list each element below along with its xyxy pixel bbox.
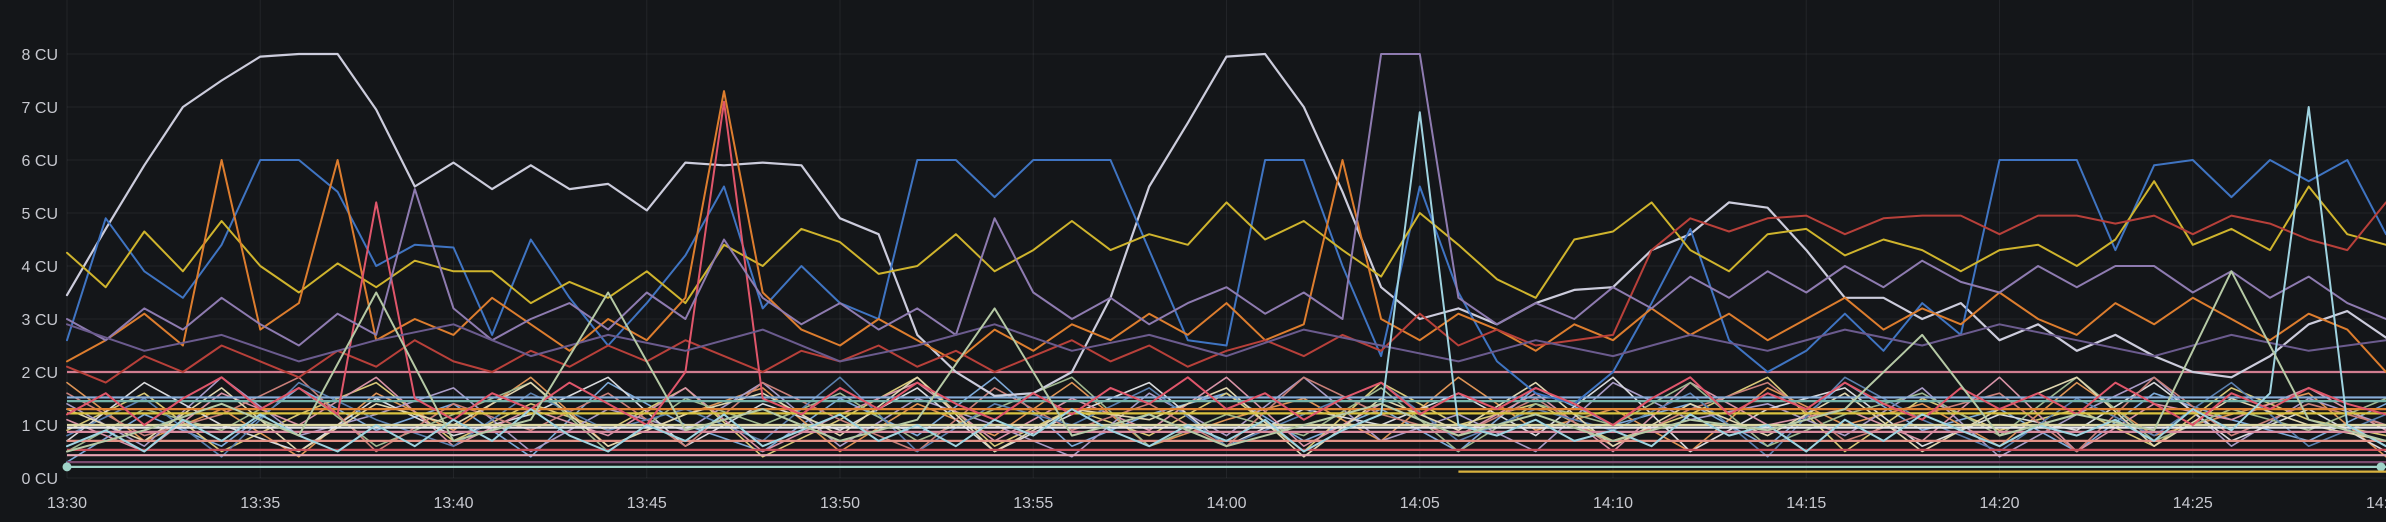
y-axis-tick-label: 8 CU — [22, 47, 58, 64]
series-compute-blue — [66, 159, 2386, 405]
x-axis-tick-label: 14:25 — [2173, 495, 2213, 512]
x-axis-tick-label: 13:40 — [433, 495, 473, 512]
y-axis-tick-label: 4 CU — [22, 259, 58, 276]
x-axis-tick-label: 14:00 — [1206, 495, 1246, 512]
x-axis-tick-label: 13:35 — [240, 495, 280, 512]
series-endpoint-dot — [62, 462, 72, 472]
series-endpoint-dot — [2376, 462, 2386, 472]
series-compute-white — [65, 52, 2386, 397]
y-axis-tick-label: 1 CU — [22, 418, 58, 435]
x-axis-tick-label: 14:15 — [1786, 495, 1826, 512]
series-noise-lavender — [66, 376, 2386, 458]
y-axis-tick-label: 6 CU — [22, 153, 58, 170]
x-axis-tick-label: 14:20 — [1979, 495, 2019, 512]
x-axis-tick-label: 14:10 — [1593, 495, 1633, 512]
x-axis-tick-label: 14:30 — [2366, 495, 2386, 512]
series-compute-purple-dark — [66, 323, 2386, 363]
y-axis-tick-label: 7 CU — [22, 100, 58, 117]
x-axis-tick-label: 13:50 — [820, 495, 860, 512]
x-axis-tick-label: 13:30 — [47, 495, 87, 512]
y-axis-tick-label: 0 CU — [22, 471, 58, 488]
series-compute-purple — [66, 53, 2386, 347]
y-axis-tick-label: 3 CU — [22, 312, 58, 329]
series-compute-yellow — [66, 180, 2386, 305]
y-axis-tick-label: 5 CU — [22, 206, 58, 223]
x-axis-tick-label: 13:55 — [1013, 495, 1053, 512]
x-axis-tick-label: 14:05 — [1400, 495, 1440, 512]
y-axis-tick-label: 2 CU — [22, 365, 58, 382]
series-compute-sage — [66, 270, 2386, 453]
series-compute-teal — [66, 106, 2386, 453]
series-compute-red — [66, 201, 2386, 384]
x-axis-tick-label: 13:45 — [627, 495, 667, 512]
